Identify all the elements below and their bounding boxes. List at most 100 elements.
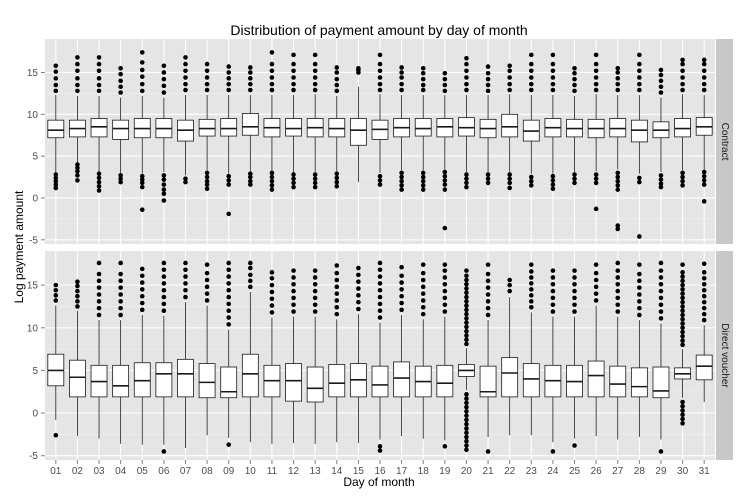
outlier-point bbox=[593, 87, 599, 93]
outlier-point bbox=[507, 75, 512, 80]
outlier-point bbox=[139, 273, 145, 279]
box-iqr bbox=[587, 360, 605, 398]
x-tick-label: 13 bbox=[310, 466, 322, 477]
outlier-point bbox=[226, 281, 232, 286]
outlier-point bbox=[701, 182, 707, 187]
outlier-point bbox=[442, 275, 448, 280]
outlier-point bbox=[464, 307, 469, 313]
box-iqr bbox=[241, 353, 259, 398]
outlier-point bbox=[658, 295, 664, 301]
outlier-point bbox=[291, 295, 296, 301]
outlier-point bbox=[637, 271, 642, 277]
outlier-point bbox=[442, 295, 448, 301]
outlier-point bbox=[464, 443, 469, 448]
outlier-point bbox=[356, 265, 361, 271]
outlier-point bbox=[615, 87, 621, 93]
outlier-point bbox=[507, 87, 512, 93]
outlier-point bbox=[204, 87, 210, 93]
outlier-point bbox=[680, 421, 685, 426]
outlier-point bbox=[507, 68, 512, 74]
outlier-point bbox=[528, 75, 534, 80]
outlier-point bbox=[420, 82, 426, 88]
outlier-point bbox=[420, 284, 426, 290]
outlier-point bbox=[291, 75, 296, 80]
outlier-point bbox=[248, 81, 253, 87]
outlier-point bbox=[204, 270, 210, 276]
outlier-point bbox=[269, 81, 275, 87]
outlier-point bbox=[269, 187, 275, 192]
outlier-point bbox=[420, 270, 426, 276]
outlier-point bbox=[399, 187, 404, 192]
outlier-point bbox=[485, 262, 491, 267]
outlier-point bbox=[226, 287, 232, 293]
outlier-point bbox=[485, 88, 491, 94]
outlier-point bbox=[75, 288, 80, 294]
box-10 bbox=[241, 260, 259, 443]
outlier-point bbox=[312, 87, 318, 93]
outlier-point bbox=[53, 175, 59, 181]
outlier-point bbox=[96, 68, 102, 74]
box-15 bbox=[349, 65, 367, 183]
outlier-point bbox=[269, 296, 275, 302]
x-tick-label: 01 bbox=[50, 466, 62, 477]
outlier-point bbox=[442, 288, 448, 294]
outlier-point bbox=[464, 447, 469, 453]
outlier-point bbox=[96, 76, 102, 81]
outlier-point bbox=[572, 295, 577, 301]
outlier-point bbox=[615, 295, 621, 301]
outlier-point bbox=[550, 295, 556, 301]
box-14 bbox=[328, 65, 346, 189]
box-iqr bbox=[90, 118, 108, 138]
box-24 bbox=[544, 52, 562, 192]
outlier-point bbox=[161, 301, 167, 307]
outlier-point bbox=[593, 180, 599, 186]
outlier-point bbox=[53, 69, 59, 74]
outlier-point bbox=[680, 334, 685, 339]
outlier-point bbox=[701, 261, 707, 267]
box-iqr bbox=[652, 366, 670, 399]
outlier-point bbox=[615, 170, 621, 176]
x-tick-label: 02 bbox=[72, 466, 84, 477]
outlier-point bbox=[161, 294, 167, 300]
outlier-point bbox=[161, 70, 167, 75]
outlier-point bbox=[312, 176, 318, 182]
outlier-point bbox=[334, 270, 340, 276]
outlier-point bbox=[572, 268, 577, 273]
box-06 bbox=[155, 260, 173, 454]
outlier-point bbox=[442, 281, 448, 287]
outlier-point bbox=[96, 183, 102, 189]
outlier-point bbox=[248, 272, 253, 278]
box-07 bbox=[177, 260, 194, 449]
outlier-point bbox=[291, 68, 296, 74]
outlier-point bbox=[312, 295, 318, 301]
box-25 bbox=[566, 268, 583, 448]
outlier-point bbox=[75, 279, 80, 285]
outlier-point bbox=[53, 76, 59, 81]
outlier-point bbox=[507, 172, 512, 177]
outlier-point bbox=[464, 68, 469, 74]
outlier-point bbox=[615, 275, 621, 280]
outlier-point bbox=[96, 260, 102, 266]
outlier-point bbox=[442, 302, 448, 308]
outlier-point bbox=[269, 68, 275, 74]
outlier-point bbox=[334, 70, 340, 75]
box-10 bbox=[241, 65, 259, 187]
outlier-point bbox=[399, 170, 404, 176]
outlier-point bbox=[291, 52, 296, 58]
outlier-point bbox=[204, 61, 210, 67]
box-iqr bbox=[414, 118, 432, 137]
box-19 bbox=[436, 262, 454, 449]
panel-2: -5 0 5 10 15 Direct voucher bbox=[27, 251, 733, 462]
outlier-point bbox=[701, 281, 707, 287]
outlier-point bbox=[356, 306, 361, 312]
y-tick-label: 0 bbox=[32, 193, 38, 204]
outlier-point bbox=[183, 55, 188, 60]
x-tick-label: 28 bbox=[634, 466, 646, 477]
outlier-point bbox=[161, 76, 167, 82]
outlier-point bbox=[572, 172, 577, 177]
outlier-point bbox=[161, 187, 167, 192]
box-27 bbox=[609, 260, 627, 440]
outlier-point bbox=[464, 417, 469, 423]
box-17 bbox=[393, 264, 411, 437]
outlier-point bbox=[464, 430, 469, 436]
